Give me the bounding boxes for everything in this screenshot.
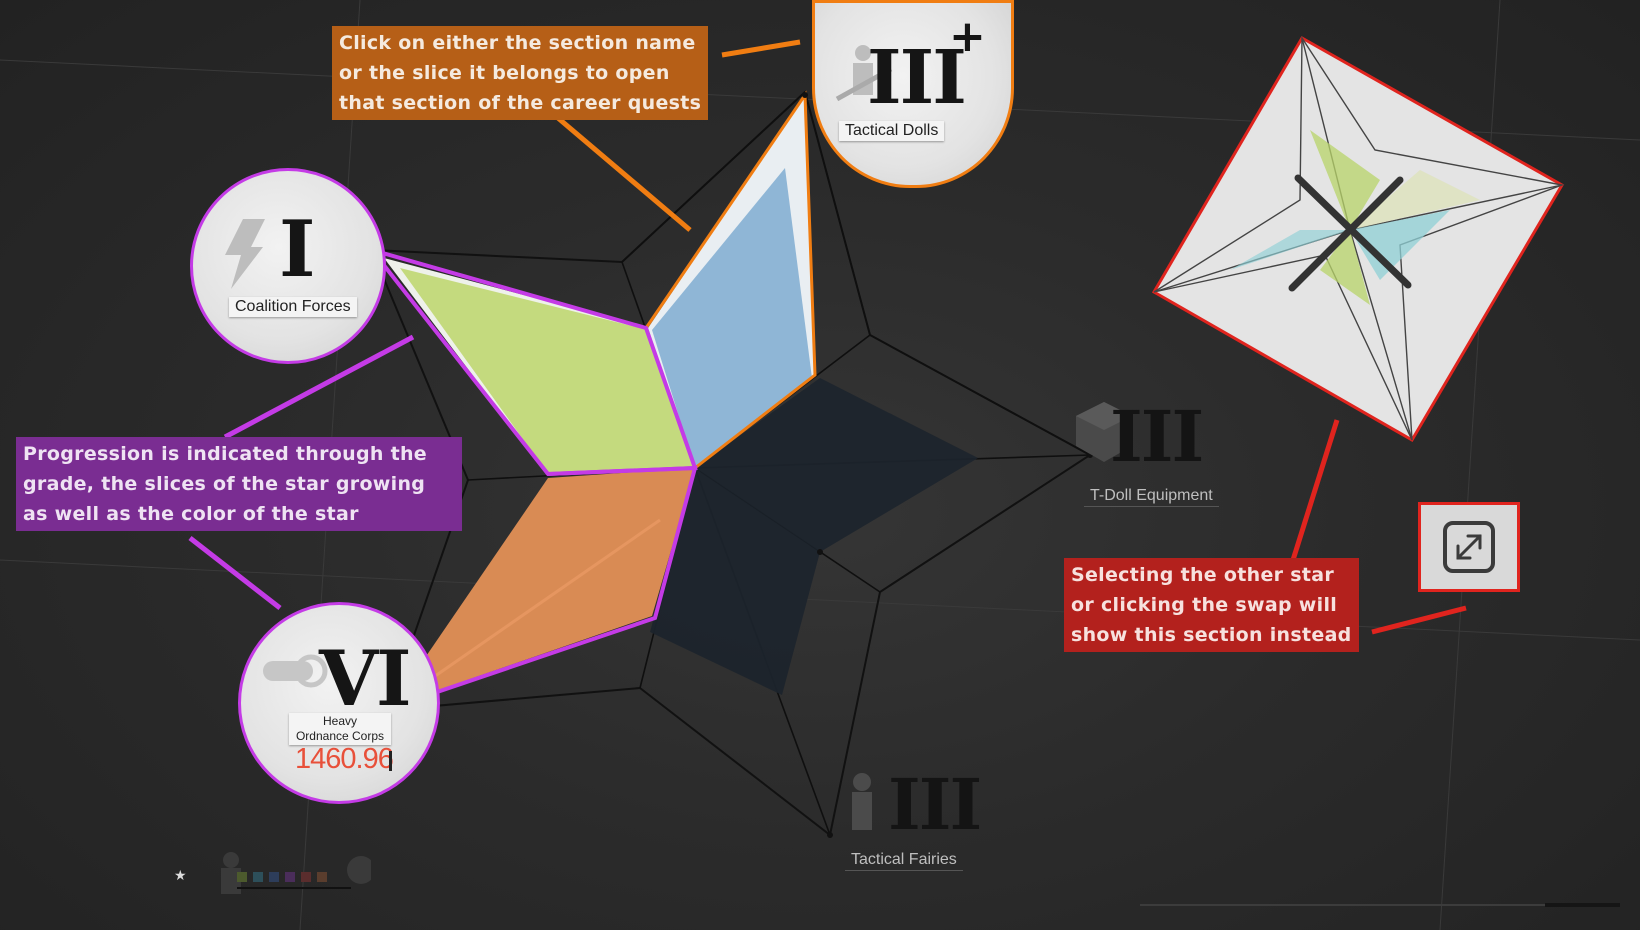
swap-button[interactable] — [1418, 502, 1520, 592]
expand-arrows-icon — [1456, 534, 1482, 560]
slice-fairies[interactable] — [650, 468, 820, 695]
orange-callout-line-1 — [556, 116, 692, 232]
section-badge-coalition-forces[interactable]: I Coalition Forces — [190, 168, 386, 364]
slice-heavy-ordnance[interactable] — [392, 468, 695, 706]
label-tactical-fairies[interactable]: Tactical Fairies — [845, 850, 963, 871]
lightning-icon — [225, 219, 265, 289]
purple-callout-line-1 — [223, 334, 415, 440]
section-badge-heavy-ordnance-corps[interactable]: VI Heavy Ordnance Corps 1460.96 — [238, 602, 440, 804]
grade-plus-tactical-dolls: + — [949, 11, 986, 62]
grade-coalition-forces: I — [279, 204, 315, 295]
grade-tactical-dolls: III — [867, 35, 967, 121]
legend-star-icon: ★ — [174, 868, 187, 884]
slice-shine — [391, 518, 661, 708]
red-callout-line-1 — [1290, 419, 1340, 561]
swap-icon-frame — [1443, 521, 1495, 573]
highlight-ordnance-slice — [389, 465, 698, 710]
crossed-rifles-icon — [1288, 174, 1412, 292]
annotation-purple: Progression is indicated through the gra… — [16, 437, 462, 531]
annotation-orange: Click on either the section name or the … — [332, 26, 709, 120]
legend-color-steps — [221, 852, 376, 894]
slice-tactical-dolls[interactable] — [652, 168, 812, 468]
orange-callout-line-2 — [721, 39, 801, 58]
score-heavy-ordnance-corps: 1460.96 — [295, 743, 394, 775]
cube-icon — [1076, 402, 1132, 462]
soldier-rifle-icon — [835, 45, 893, 102]
label-coalition-forces[interactable]: Coalition Forces — [229, 297, 357, 317]
purple-callout-line-2 — [188, 536, 282, 610]
grade-tdoll-equipment: III — [1110, 395, 1204, 478]
other-star-preview[interactable] — [1150, 30, 1570, 450]
annotation-red: Selecting the other star or clicking the… — [1064, 558, 1359, 652]
artillery-icon — [263, 654, 328, 688]
fairy-icon — [852, 773, 872, 830]
grade-tactical-fairies: III — [888, 763, 982, 846]
label-tdoll-equipment[interactable]: T-Doll Equipment — [1084, 486, 1219, 507]
grade-heavy-ordnance-corps: VI — [319, 634, 412, 723]
slice-equipment[interactable] — [695, 378, 978, 552]
slice-coalition-forces[interactable] — [400, 268, 695, 474]
progress-legend: ★ — [174, 846, 376, 906]
label-tactical-dolls[interactable]: Tactical Dolls — [839, 121, 945, 141]
score-cursor — [389, 751, 392, 771]
section-badge-tactical-dolls[interactable]: III + Tactical Dolls — [812, 0, 1014, 188]
red-callout-line-2 — [1371, 605, 1467, 635]
label-heavy-ordnance-corps[interactable]: Heavy Ordnance Corps — [289, 713, 391, 745]
